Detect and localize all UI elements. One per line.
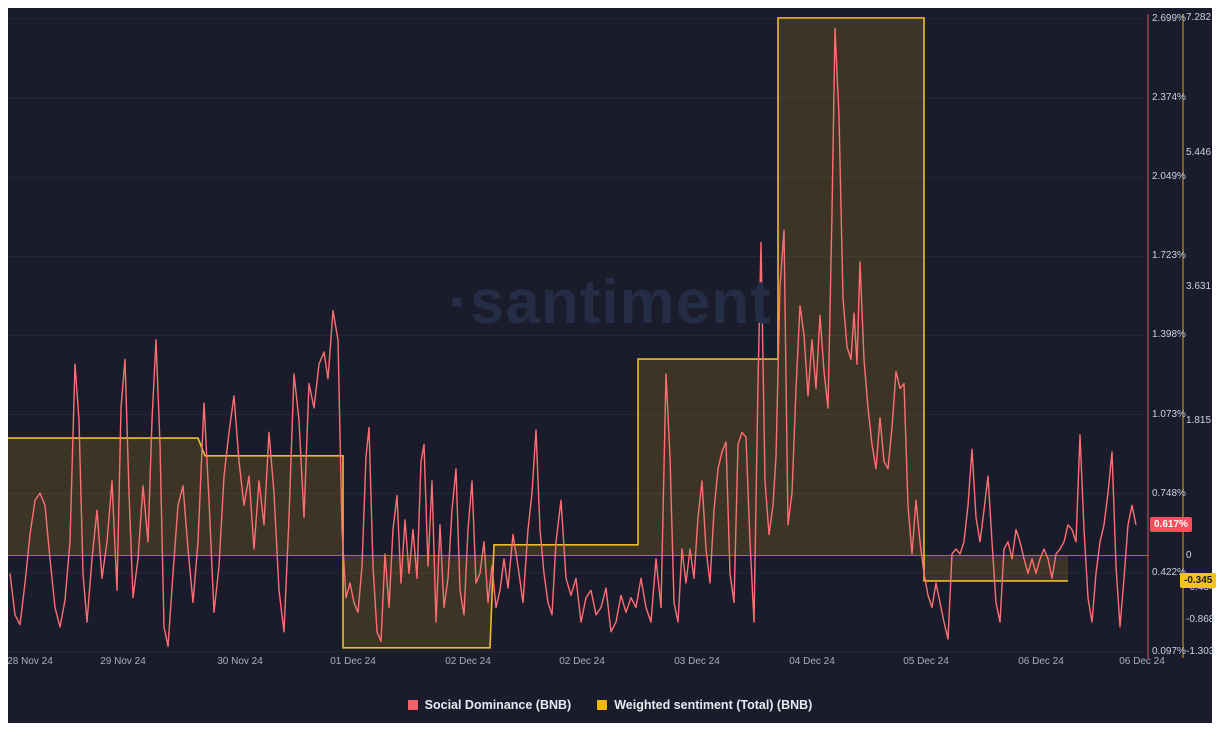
y-axis-tick-sentiment: 0: [1186, 549, 1192, 561]
y-axis-tick-sentiment: -1.303: [1186, 645, 1215, 657]
x-axis-tick: 28 Nov 24: [7, 656, 53, 667]
x-axis-tick: 29 Nov 24: [100, 656, 146, 667]
y-axis-tick-sentiment: 1.815: [1186, 415, 1212, 427]
weighted-sentiment-line[interactable]: [8, 17, 1068, 649]
social-dominance-line[interactable]: [9, 27, 1137, 648]
y-axis-tick-sentiment: 3.631: [1186, 281, 1212, 293]
x-axis-tick: 02 Dec 24: [445, 656, 491, 667]
weighted-sentiment-value-badge: -0.345: [1180, 572, 1217, 588]
y-axis-tick-social: 2.049%: [1152, 171, 1186, 183]
y-axis-tick-social: 0.097%: [1152, 646, 1186, 657]
y-axis-tick-sentiment: 5.446: [1186, 147, 1212, 159]
legend-item-social-dominance[interactable]: Social Dominance (BNB): [407, 698, 572, 712]
y-axis-tick-sentiment: 7.282: [1186, 11, 1212, 23]
y-axis-tick-social: 1.398%: [1152, 329, 1186, 341]
x-axis-tick: 06 Dec 24: [1018, 656, 1064, 667]
y-axis-tick-social: 2.374%: [1152, 92, 1186, 103]
chart-panel: [8, 8, 1212, 723]
legend-marker-icon: [407, 700, 418, 710]
x-axis-tick: 30 Nov 24: [217, 656, 263, 667]
x-axis-tick: 03 Dec 24: [674, 656, 720, 667]
chart-legend: Social Dominance (BNB) Weighted sentiment…: [8, 694, 1212, 716]
legend-label: Social Dominance (BNB): [424, 698, 572, 712]
y-axis-tick-social: 0.748%: [1152, 487, 1186, 499]
weighted-sentiment-area: [8, 17, 1068, 648]
x-axis-tick: 04 Dec 24: [789, 656, 835, 667]
social-dominance-value-badge: 0.617%: [1150, 517, 1192, 533]
y-axis-tick-social: 1.073%: [1152, 408, 1186, 420]
legend-item-weighted-sentiment[interactable]: Weighted sentiment (Total) (BNB): [597, 698, 812, 712]
x-axis-tick: 01 Dec 24: [330, 656, 376, 667]
legend-label: Weighted sentiment (Total) (BNB): [614, 698, 813, 712]
y-axis-tick-social: 2.699%: [1152, 12, 1186, 24]
y-axis-tick-social: 0.422%: [1152, 566, 1186, 578]
x-axis-tick: 02 Dec 24: [559, 656, 605, 667]
y-axis-tick-sentiment: -0.868: [1186, 613, 1215, 625]
x-axis-tick: 06 Dec 24: [1119, 656, 1165, 667]
y-axis-tick-social: 1.723%: [1152, 250, 1186, 262]
legend-marker-icon: [597, 700, 608, 710]
x-axis-tick: 05 Dec 24: [903, 656, 949, 667]
